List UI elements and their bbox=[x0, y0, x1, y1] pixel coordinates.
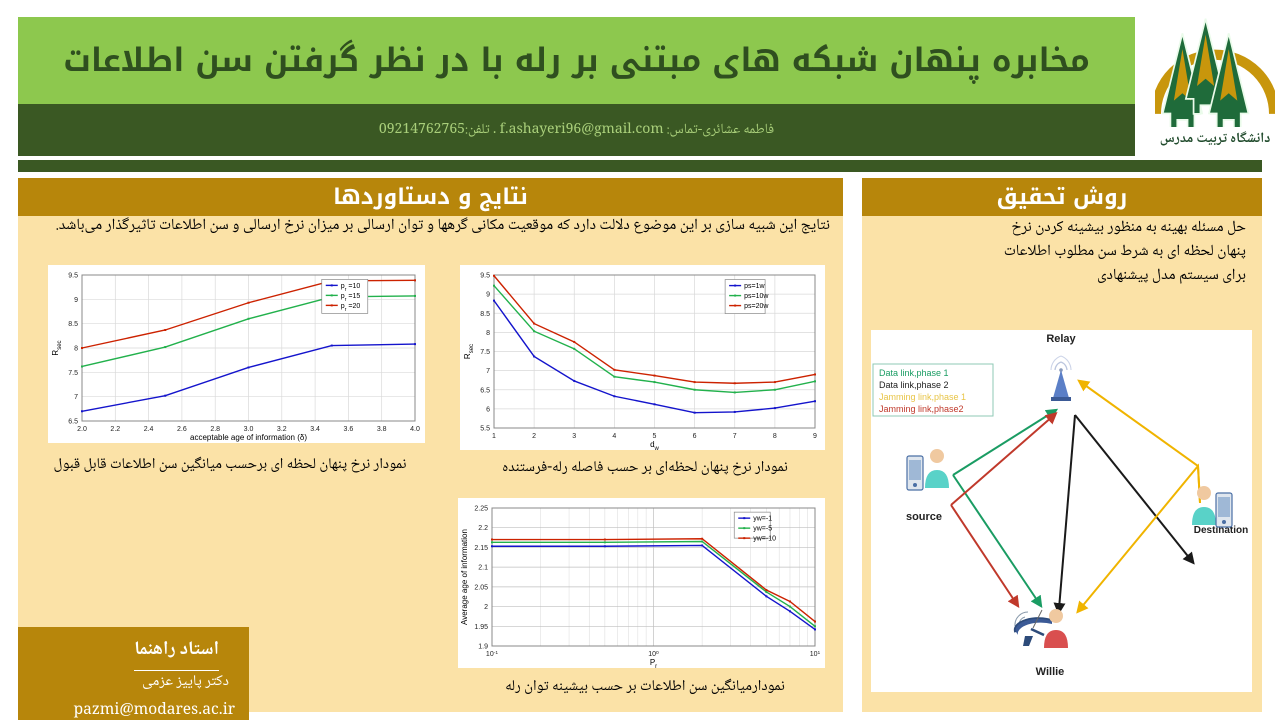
svg-text:4: 4 bbox=[612, 433, 616, 440]
svg-text:1.9: 1.9 bbox=[478, 644, 488, 651]
svg-text:2.2: 2.2 bbox=[478, 525, 488, 532]
svg-text:1: 1 bbox=[492, 433, 496, 440]
svg-text:2.05: 2.05 bbox=[474, 584, 488, 591]
svg-text:2: 2 bbox=[484, 604, 488, 611]
svg-text:8.5: 8.5 bbox=[480, 311, 490, 318]
svg-text:8: 8 bbox=[74, 346, 78, 353]
svg-text:8: 8 bbox=[773, 433, 777, 440]
svg-text:ps=10w: ps=10w bbox=[744, 293, 769, 300]
svg-text:Relay: Relay bbox=[1046, 333, 1076, 345]
svg-text:7: 7 bbox=[486, 368, 490, 375]
svg-text:3.8: 3.8 bbox=[377, 426, 387, 433]
svg-text:yw=-5: yw=-5 bbox=[753, 526, 772, 533]
svg-text:2.6: 2.6 bbox=[177, 426, 187, 433]
svg-text:Data link,phase 1: Data link,phase 1 bbox=[879, 368, 949, 378]
svg-text:acceptable age of information: acceptable age of information (δ) bbox=[190, 433, 307, 442]
svg-text:9: 9 bbox=[813, 433, 817, 440]
svg-text:2.8: 2.8 bbox=[210, 426, 220, 433]
svg-text:2: 2 bbox=[532, 433, 536, 440]
svg-text:2.1: 2.1 bbox=[478, 565, 488, 572]
svg-text:source: source bbox=[906, 511, 942, 523]
svg-text:yw=-1: yw=-1 bbox=[753, 516, 772, 523]
svg-text:6.5: 6.5 bbox=[480, 387, 490, 394]
svg-text:5: 5 bbox=[653, 433, 657, 440]
svg-text:Jamming link,phase 1: Jamming link,phase 1 bbox=[879, 392, 966, 402]
svg-text:3: 3 bbox=[572, 433, 576, 440]
svg-text:7: 7 bbox=[74, 394, 78, 401]
svg-text:8.5: 8.5 bbox=[68, 321, 78, 328]
svg-text:ps=1w: ps=1w bbox=[744, 283, 765, 290]
svg-text:9.5: 9.5 bbox=[68, 273, 78, 280]
svg-text:6.5: 6.5 bbox=[68, 419, 78, 426]
svg-text:9: 9 bbox=[486, 292, 490, 299]
svg-text:2.15: 2.15 bbox=[474, 545, 488, 552]
svg-text:4.0: 4.0 bbox=[410, 426, 420, 433]
svg-text:1.95: 1.95 bbox=[474, 624, 488, 631]
svg-text:7.5: 7.5 bbox=[480, 349, 490, 356]
svg-text:Willie: Willie bbox=[1036, 666, 1065, 678]
svg-text:6: 6 bbox=[693, 433, 697, 440]
svg-text:yw=-10: yw=-10 bbox=[753, 536, 776, 543]
svg-text:2.4: 2.4 bbox=[144, 426, 154, 433]
svg-text:8: 8 bbox=[486, 330, 490, 337]
svg-text:6: 6 bbox=[486, 406, 490, 413]
svg-text:Jamming link,phase2: Jamming link,phase2 bbox=[879, 404, 964, 414]
svg-text:2.0: 2.0 bbox=[77, 426, 87, 433]
svg-text:3.4: 3.4 bbox=[310, 426, 320, 433]
svg-text:Data link,phase 2: Data link,phase 2 bbox=[879, 380, 949, 390]
svg-text:7: 7 bbox=[733, 433, 737, 440]
svg-text:Average age of information: Average age of information bbox=[460, 529, 469, 625]
svg-text:2.2: 2.2 bbox=[110, 426, 120, 433]
svg-text:5.5: 5.5 bbox=[480, 426, 490, 433]
svg-text:ps=20w: ps=20w bbox=[744, 303, 769, 310]
svg-text:3.2: 3.2 bbox=[277, 426, 287, 433]
svg-text:3.0: 3.0 bbox=[244, 426, 254, 433]
svg-text:9.5: 9.5 bbox=[480, 273, 490, 280]
svg-text:2.25: 2.25 bbox=[474, 506, 488, 513]
svg-text:7.5: 7.5 bbox=[68, 370, 78, 377]
svg-text:9: 9 bbox=[74, 297, 78, 304]
svg-text:3.6: 3.6 bbox=[344, 426, 354, 433]
